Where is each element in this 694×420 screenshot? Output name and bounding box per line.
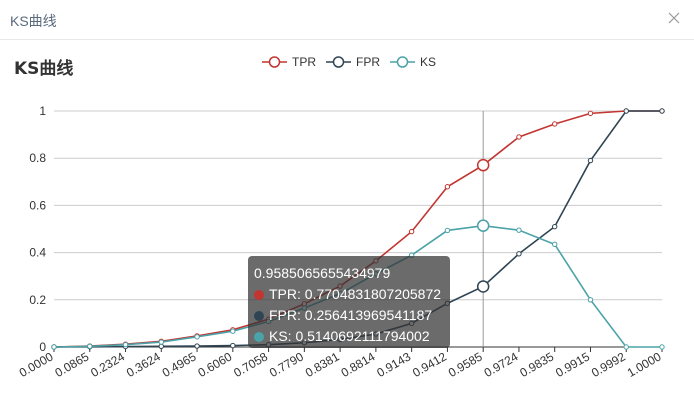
data-point-fpr [659,108,665,114]
legend-item-tpr[interactable]: TPR [262,55,316,69]
close-icon[interactable] [666,10,682,26]
x-tick-label: 0.0000 [17,349,56,380]
x-tick-label: 0.9585 [446,349,485,380]
data-point-fpr [587,157,594,164]
x-tick-label: 0.9992 [589,349,628,380]
legend-symbol-tpr [262,56,287,68]
data-point-ks [587,297,594,303]
tooltip-dot-ks [254,332,264,342]
x-tick-label: 0.9412 [410,349,449,380]
data-point-tpr [552,121,558,127]
tooltip-text-ks: KS: 0.5140692111794002 [269,328,430,344]
legend-label-fpr: FPR [356,55,380,69]
data-point-fpr [230,342,236,349]
legend-label-ks: KS [420,55,437,69]
chart-tooltip: 0.9585065655434979 TPR: 0.77048318072058… [248,256,450,348]
tooltip-row-tpr: TPR: 0.7704831807205872 [254,284,444,305]
tooltip-text-fpr: FPR: 0.256413969541187 [269,307,433,323]
data-point-ks [87,343,93,349]
x-tick-label: 0.9143 [374,349,413,380]
data-point-ks [158,339,164,345]
y-tick-label: 1 [39,104,46,118]
data-point-fpr [516,251,522,257]
y-tick-label: 0.4 [29,246,46,260]
legend-item-ks[interactable]: KS [390,55,436,69]
data-point-ks [516,227,522,233]
x-tick-label: 0.8381 [303,349,342,380]
legend-symbol-ks [390,56,415,68]
legend-item-fpr[interactable]: FPR [326,55,380,69]
data-point-tpr [587,110,594,117]
x-tick-label: 1.0000 [625,349,664,380]
tooltip-header: 0.9585065655434979 [254,265,391,281]
x-tick-label: 0.9835 [517,349,556,380]
chart-legend: TPR FPR KS [262,53,446,71]
data-point-fpr [623,108,629,114]
y-tick-label: 0.6 [29,198,46,212]
x-tick-label: 0.7058 [231,349,270,380]
x-tick-label: 0.8814 [339,349,378,380]
x-tick-label: 0.3624 [124,349,163,380]
data-point-ks [230,328,236,334]
data-point-fpr [552,223,558,230]
x-tick-label: 0.4965 [160,349,199,380]
data-point-ks [552,241,558,248]
dialog-title: KS曲线 [10,13,57,29]
data-point-ks [444,227,451,234]
y-tick-label: 0.2 [29,293,46,307]
data-point-ks [51,344,57,350]
y-tick-label: 0.8 [29,151,46,165]
legend-label-tpr: TPR [292,55,316,69]
data-point-ks [476,219,490,232]
y-tick-label: 0 [39,340,46,354]
tooltip-dot-fpr [254,311,264,321]
tooltip-text-tpr: TPR: 0.7704831807205872 [269,286,442,302]
tooltip-row-fpr: FPR: 0.256413969541187 [254,305,444,326]
x-tick-label: 0.9724 [482,349,521,380]
data-point-tpr [476,158,490,172]
x-tick-label: 0.2324 [88,349,127,380]
data-point-tpr [444,184,451,190]
data-point-fpr [158,343,164,349]
chart-title: KS曲线 [14,59,74,79]
x-tick-label: 0.0865 [52,349,91,380]
x-tick-label: 0.6060 [196,349,235,380]
data-point-ks [623,344,629,350]
data-point-ks [122,341,129,348]
x-tick-label: 0.9915 [553,349,592,380]
data-point-tpr [408,228,415,235]
data-point-ks [194,334,200,340]
data-point-fpr [194,343,200,349]
dialog-titlebar: KS曲线 [0,0,694,40]
data-point-ks [659,344,665,350]
tooltip-row-ks: KS: 0.5140692111794002 [254,326,444,347]
tooltip-dot-tpr [254,290,264,300]
x-tick-label: 0.7790 [267,349,306,380]
data-point-tpr [516,134,522,140]
legend-symbol-fpr [326,56,351,68]
data-point-fpr [476,280,490,293]
